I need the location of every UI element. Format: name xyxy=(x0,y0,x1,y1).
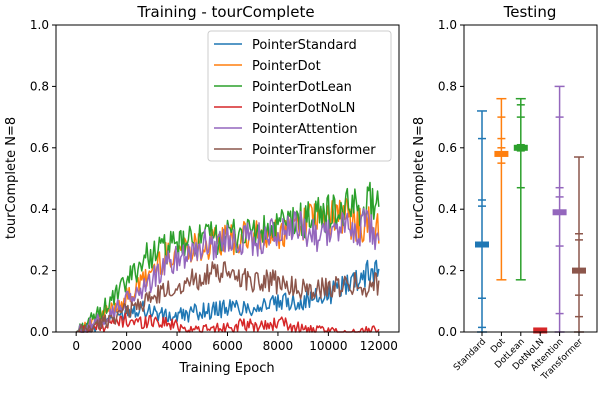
errorbar-dotlean xyxy=(513,97,528,281)
legend-label-pointerstandard: PointerStandard xyxy=(252,38,357,53)
testing-y-tick-label: 0.2 xyxy=(438,264,457,278)
training-x-tick-label: 12000 xyxy=(360,339,398,353)
training-plot-area xyxy=(75,181,380,333)
training-y-tick-label: 0.4 xyxy=(30,202,49,216)
legend-label-pointertransformer: PointerTransformer xyxy=(252,143,376,158)
training-x-tick-label: 6000 xyxy=(212,339,243,353)
errorbar-mean-marker xyxy=(552,209,567,216)
training-x-tick-label: 4000 xyxy=(162,339,193,353)
testing-y-label: tourComplete N=8 xyxy=(412,117,427,239)
errorbar-mean-marker xyxy=(475,241,489,248)
training-x-label: Training Epoch xyxy=(178,361,274,376)
training-y-label: tourComplete N=8 xyxy=(4,117,19,239)
legend-label-pointerdot: PointerDot xyxy=(252,59,321,74)
training-x-tick-label: 2000 xyxy=(111,339,142,353)
legend-label-pointerattention: PointerAttention xyxy=(252,122,358,137)
training-y-tick-label: 0.2 xyxy=(30,264,49,278)
training-x-tick-label: 8000 xyxy=(263,339,294,353)
testing-y-ticks: 0.0 0.2 0.4 0.6 0.8 1.0 xyxy=(438,18,464,339)
training-y-tick-label: 0.8 xyxy=(30,79,49,93)
training-legend: PointerStandard PointerDot PointerDotLean P… xyxy=(207,30,392,162)
testing-y-tick-label: 0.8 xyxy=(438,79,457,93)
errorbar-mean-marker xyxy=(513,144,528,151)
series-line-pointerstandard xyxy=(76,259,380,333)
legend-box xyxy=(207,30,392,162)
training-y-ticks: 0.0 0.2 0.4 0.6 0.8 1.0 xyxy=(30,18,56,339)
training-panel: Training - tourComplete 0 2000 4000 6000 800… xyxy=(4,3,400,376)
legend-label-pointerdotnoln: PointerDotNoLN xyxy=(252,101,355,116)
legend-label-pointerdotlean: PointerDotLean xyxy=(252,80,352,95)
training-y-tick-label: 0.0 xyxy=(30,325,49,339)
series-line-pointertransformer xyxy=(76,261,380,333)
errorbar-dot xyxy=(494,97,509,281)
testing-title: Testing xyxy=(503,3,557,21)
training-x-ticks: 0 2000 4000 6000 8000 10000 12000 xyxy=(72,332,398,353)
training-title: Training - tourComplete xyxy=(136,3,314,21)
errorbar-transformer xyxy=(572,156,586,333)
testing-y-tick-label: 0.0 xyxy=(438,325,457,339)
errorbar-mean-marker xyxy=(494,150,509,157)
training-x-tick-label: 0 xyxy=(72,339,80,353)
testing-axes-frame xyxy=(463,24,598,333)
series-line-pointerdotlean xyxy=(75,181,380,333)
series-line-pointerdotnoln xyxy=(76,312,380,333)
series-line-pointerattention xyxy=(75,207,380,333)
testing-y-tick-label: 1.0 xyxy=(438,18,457,32)
training-y-tick-label: 0.6 xyxy=(30,141,49,155)
errorbar-mean-marker xyxy=(572,267,586,274)
errorbar-mean-marker xyxy=(533,327,548,334)
testing-y-tick-label: 0.6 xyxy=(438,141,457,155)
testing-y-tick-label: 0.4 xyxy=(438,202,457,216)
training-y-tick-label: 1.0 xyxy=(30,18,49,32)
training-x-tick-label: 10000 xyxy=(309,339,347,353)
